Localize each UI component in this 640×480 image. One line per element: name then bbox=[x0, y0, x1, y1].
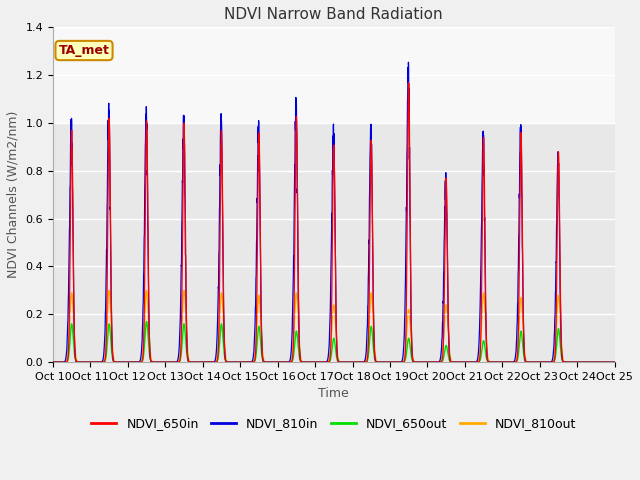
Title: NDVI Narrow Band Radiation: NDVI Narrow Band Radiation bbox=[225, 7, 443, 22]
Y-axis label: NDVI Channels (W/m2/nm): NDVI Channels (W/m2/nm) bbox=[7, 111, 20, 278]
Bar bbox=[53, 27, 614, 123]
X-axis label: Time: Time bbox=[319, 387, 349, 400]
Legend: NDVI_650in, NDVI_810in, NDVI_650out, NDVI_810out: NDVI_650in, NDVI_810in, NDVI_650out, NDV… bbox=[86, 412, 581, 435]
Text: TA_met: TA_met bbox=[59, 44, 109, 57]
